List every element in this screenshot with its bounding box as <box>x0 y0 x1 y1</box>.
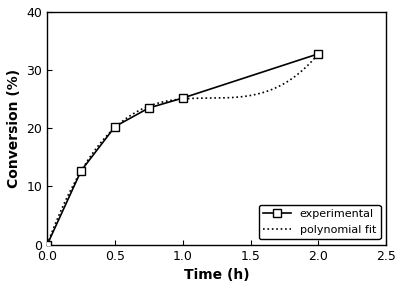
experimental <box>45 243 50 247</box>
polynomial fit <box>117 122 122 125</box>
experimental <box>79 169 83 173</box>
experimental <box>316 52 321 55</box>
polynomial fit <box>316 52 321 55</box>
polynomial fit <box>302 66 307 70</box>
Legend: experimental, polynomial fit: experimental, polynomial fit <box>259 205 380 239</box>
Line: polynomial fit: polynomial fit <box>47 54 318 244</box>
polynomial fit <box>95 145 100 148</box>
X-axis label: Time (h): Time (h) <box>184 268 249 282</box>
polynomial fit <box>293 75 297 78</box>
Line: experimental: experimental <box>43 50 322 249</box>
experimental <box>181 96 185 100</box>
polynomial fit <box>61 203 66 206</box>
polynomial fit <box>45 243 50 246</box>
polynomial fit <box>56 215 60 219</box>
experimental <box>112 125 117 128</box>
experimental <box>146 106 151 110</box>
Y-axis label: Conversion (%): Conversion (%) <box>7 69 21 188</box>
